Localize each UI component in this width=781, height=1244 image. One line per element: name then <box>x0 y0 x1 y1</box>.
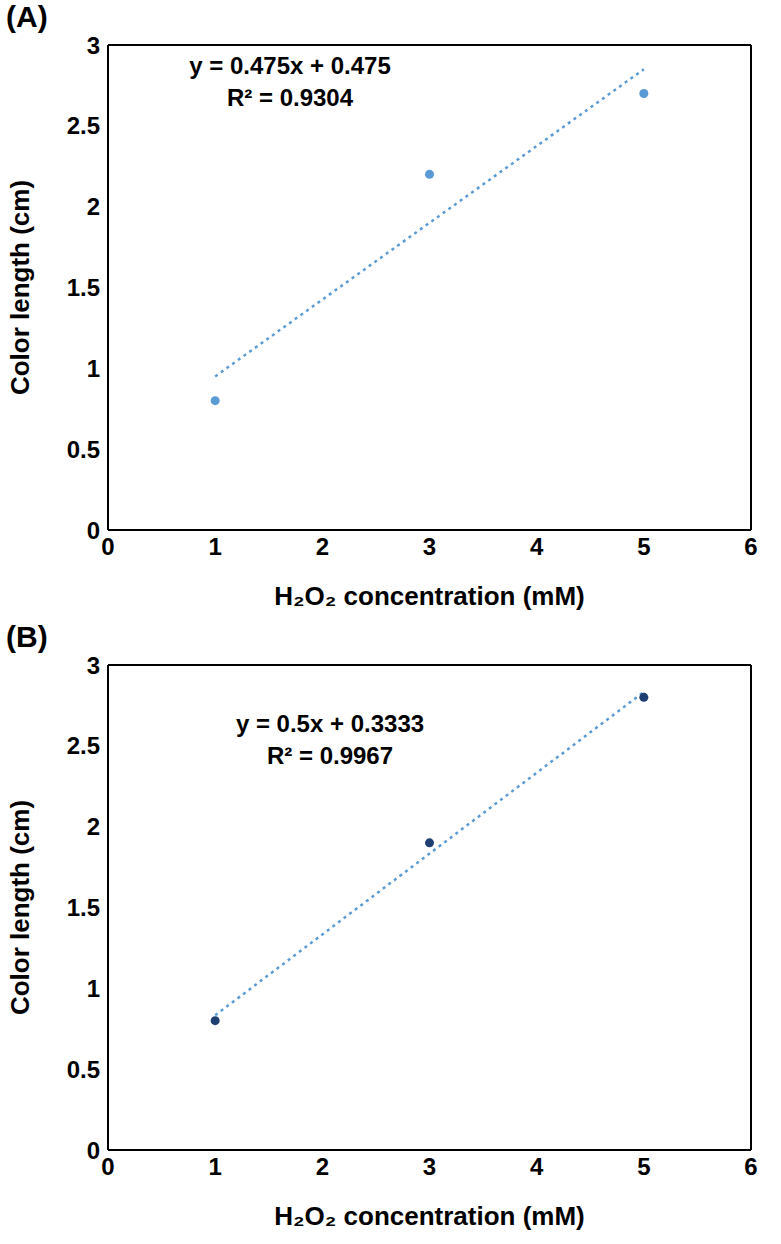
html-text:(B): (B) <box>6 620 48 653</box>
html-text:(A): (A) <box>6 0 48 33</box>
svg-text:H₂O₂ concentration (mM): H₂O₂ concentration (mM) <box>274 1201 585 1231</box>
svg-text:1.5: 1.5 <box>67 894 100 921</box>
svg-text:2: 2 <box>87 193 100 220</box>
svg-text:4: 4 <box>530 533 544 560</box>
svg-text:Color length (cm): Color length (cm) <box>5 800 35 1015</box>
svg-text:H₂O₂ concentration (mM): H₂O₂ concentration (mM) <box>274 581 585 611</box>
svg-text:1: 1 <box>87 975 100 1002</box>
svg-text:3: 3 <box>423 533 436 560</box>
svg-text:2: 2 <box>316 533 329 560</box>
svg-text:0.5: 0.5 <box>67 1056 100 1083</box>
svg-text:5: 5 <box>637 1153 650 1180</box>
svg-text:6: 6 <box>744 1153 757 1180</box>
svg-text:1: 1 <box>208 1153 221 1180</box>
svg-text:5: 5 <box>637 533 650 560</box>
html-text:y = 0.475x + 0.475: y = 0.475x + 0.475 <box>189 52 391 79</box>
svg-text:4: 4 <box>530 1153 544 1180</box>
svg-text:0: 0 <box>87 1137 100 1164</box>
svg-text:1.5: 1.5 <box>67 274 100 301</box>
svg-text:2.5: 2.5 <box>67 732 100 759</box>
svg-text:3: 3 <box>87 32 100 59</box>
html-text:y = 0.5x + 0.3333: y = 0.5x + 0.3333 <box>235 710 425 737</box>
svg-text:1: 1 <box>208 533 221 560</box>
svg-text:2: 2 <box>316 1153 329 1180</box>
html-text:R² = 0.9967: R² = 0.9967 <box>267 742 393 769</box>
svg-text:2: 2 <box>87 813 100 840</box>
svg-text:Color length (cm): Color length (cm) <box>5 180 35 395</box>
svg-text:0.5: 0.5 <box>67 436 100 463</box>
svg-text:1: 1 <box>87 355 100 382</box>
svg-text:0: 0 <box>101 1153 114 1180</box>
svg-text:0: 0 <box>87 517 100 544</box>
svg-text:0: 0 <box>101 533 114 560</box>
html-text:R² = 0.9304: R² = 0.9304 <box>227 84 353 111</box>
svg-text:3: 3 <box>87 652 100 679</box>
svg-text:2.5: 2.5 <box>67 112 100 139</box>
svg-text:6: 6 <box>744 533 757 560</box>
svg-text:3: 3 <box>423 1153 436 1180</box>
